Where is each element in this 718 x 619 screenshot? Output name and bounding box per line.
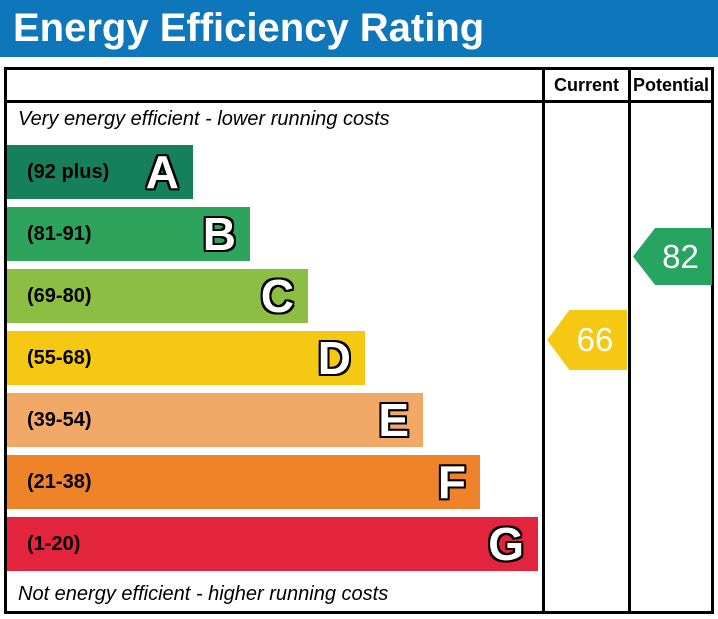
band-row-d: (55-68) D bbox=[7, 331, 365, 385]
band-row-f: (21-38) F bbox=[7, 455, 480, 509]
band-range-label: (21-38) bbox=[27, 471, 92, 493]
band-range-label: (81-91) bbox=[27, 223, 92, 245]
current-column-divider bbox=[542, 67, 545, 614]
band-letter: E bbox=[378, 394, 409, 446]
band-row-c: (69-80) C bbox=[7, 269, 308, 323]
bottom-note: Not energy efficient - higher running co… bbox=[18, 583, 389, 605]
band-letter: C bbox=[260, 270, 294, 322]
band-letter: D bbox=[317, 332, 351, 384]
band-range-label: (69-80) bbox=[27, 285, 92, 307]
page-title: Energy Efficiency Rating bbox=[13, 6, 485, 50]
potential-column-divider bbox=[628, 67, 631, 614]
top-note: Very energy efficient - lower running co… bbox=[18, 108, 390, 130]
band-letter: G bbox=[488, 518, 524, 570]
band-row-a: (92 plus) A bbox=[7, 145, 193, 199]
title-banner: Energy Efficiency Rating bbox=[0, 0, 718, 57]
header-divider bbox=[4, 100, 714, 103]
band-row-b: (81-91) B bbox=[7, 207, 250, 261]
band-range-label: (55-68) bbox=[27, 347, 92, 369]
column-header-current: Current bbox=[553, 75, 619, 95]
band-letter: F bbox=[437, 456, 466, 508]
band-range-label: (39-54) bbox=[27, 409, 92, 431]
band-range-label: (92 plus) bbox=[27, 161, 110, 183]
band-range-label: (1-20) bbox=[27, 533, 81, 555]
band-letter: A bbox=[145, 146, 179, 198]
band-letter: B bbox=[202, 208, 236, 260]
current-rating-value: 66 bbox=[576, 321, 614, 358]
band-row-e: (39-54) E bbox=[7, 393, 423, 447]
column-header-potential: Potential bbox=[632, 75, 709, 95]
potential-rating-value: 82 bbox=[662, 238, 699, 275]
band-row-g: (1-20) G bbox=[7, 517, 538, 571]
